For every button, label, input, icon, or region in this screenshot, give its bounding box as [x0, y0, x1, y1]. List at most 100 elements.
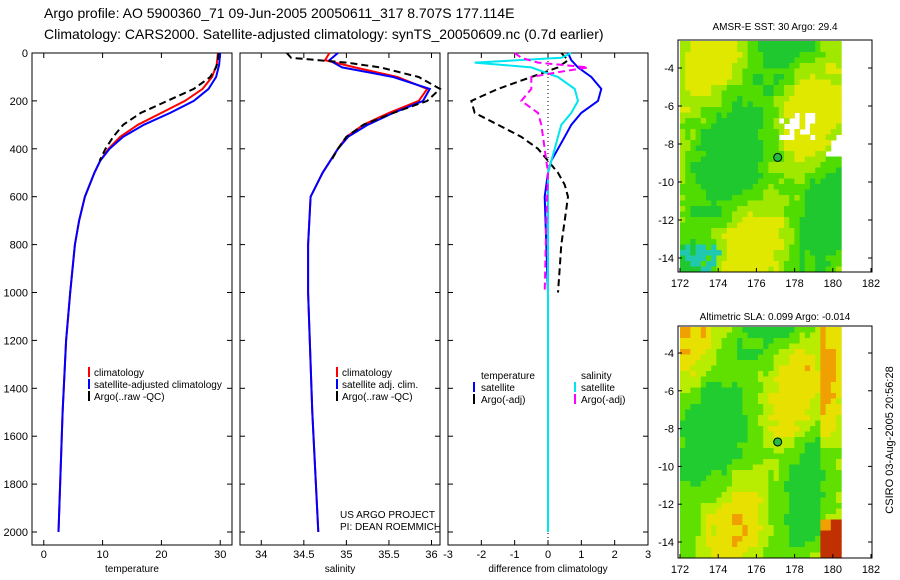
map-cell — [695, 90, 702, 97]
map-cell — [763, 448, 769, 454]
map-cell — [768, 541, 775, 548]
map-cell — [747, 233, 754, 240]
map-cell — [815, 123, 821, 130]
map-cell — [763, 508, 769, 515]
map-cell — [690, 200, 697, 207]
map-cell — [716, 250, 723, 256]
map-cell — [768, 162, 775, 168]
map-cell — [768, 151, 775, 157]
map-cell — [695, 101, 702, 108]
map-cell — [742, 85, 749, 91]
map-cell — [799, 486, 806, 493]
map-cell — [706, 140, 712, 146]
map-cell — [700, 101, 707, 108]
map-cell — [747, 101, 754, 108]
map-cell — [789, 195, 795, 201]
map-cell — [836, 250, 842, 256]
map-cell — [716, 519, 723, 526]
map-cell — [830, 420, 837, 427]
map-cell — [773, 547, 780, 553]
map-cell — [789, 46, 795, 53]
map-cell — [784, 184, 790, 190]
map-cell — [815, 96, 821, 102]
map-cell — [695, 123, 702, 130]
map-cell — [784, 349, 790, 355]
map-cell — [680, 343, 686, 350]
map-cell — [711, 118, 717, 124]
map-cell — [810, 41, 816, 47]
map-cell — [768, 547, 775, 553]
map-cell — [680, 118, 686, 124]
map-cell — [716, 354, 723, 361]
map-cell — [742, 217, 749, 223]
map-cell — [810, 74, 816, 80]
map-cell — [726, 332, 733, 339]
map-cell — [778, 167, 785, 174]
map-cell — [742, 101, 749, 108]
map-cell — [830, 519, 837, 526]
map-cell — [825, 398, 832, 405]
map-cell — [799, 426, 806, 432]
map-cell — [737, 167, 743, 174]
map-cell — [732, 415, 738, 421]
map-cell — [680, 387, 686, 394]
map-cell — [825, 134, 832, 141]
map-cell — [695, 162, 702, 168]
map-cell — [742, 492, 749, 498]
map-cell — [784, 442, 790, 449]
map-cell — [830, 508, 837, 515]
map-cell — [752, 470, 759, 476]
map-cell — [732, 266, 738, 273]
map-cell — [794, 107, 801, 113]
map-cell — [680, 206, 686, 212]
map-cell — [825, 68, 832, 75]
map-cell — [716, 431, 723, 438]
x-tick-label: 36 — [425, 549, 437, 561]
map-cell — [752, 338, 759, 344]
map-cell — [680, 123, 686, 130]
map-cell — [752, 426, 759, 432]
map-cell — [789, 156, 795, 163]
map-cell — [700, 514, 707, 520]
map-cell — [752, 519, 759, 526]
map-cell — [742, 228, 749, 234]
map-cell — [815, 101, 821, 108]
map-cell — [706, 206, 712, 212]
map-cell — [825, 486, 832, 493]
map-cell — [815, 266, 821, 273]
map-cell — [742, 464, 749, 471]
map-cell — [820, 52, 827, 58]
map-cell — [778, 530, 785, 537]
map-cell — [810, 184, 816, 190]
map-cell — [695, 145, 702, 152]
map-cell — [825, 387, 832, 394]
map-cell — [794, 486, 801, 493]
map-cell — [758, 195, 764, 201]
map-x-tick-label: 176 — [747, 278, 765, 290]
map-cell — [836, 541, 842, 548]
map-cell — [784, 481, 790, 487]
map-cell — [768, 481, 775, 487]
map-cell — [726, 541, 733, 548]
map-cell — [700, 178, 707, 185]
map-cell — [716, 112, 723, 119]
map-cell — [747, 415, 754, 421]
map-cell — [737, 415, 743, 421]
map-cell — [706, 74, 712, 80]
map-cell — [732, 387, 738, 394]
map-cell — [763, 195, 769, 201]
map-cell — [804, 349, 811, 355]
map-cell — [716, 365, 723, 372]
map-cell — [830, 211, 837, 218]
map-cell — [711, 365, 717, 372]
map-cell — [820, 393, 827, 399]
map-cell — [700, 173, 707, 179]
map-cell — [763, 481, 769, 487]
map-cell — [820, 442, 827, 449]
map-cell — [799, 354, 806, 361]
map-cell — [815, 382, 821, 388]
map-cell — [711, 470, 717, 476]
map-cell — [830, 129, 837, 135]
map-cell — [773, 459, 780, 465]
map-cell — [711, 184, 717, 190]
